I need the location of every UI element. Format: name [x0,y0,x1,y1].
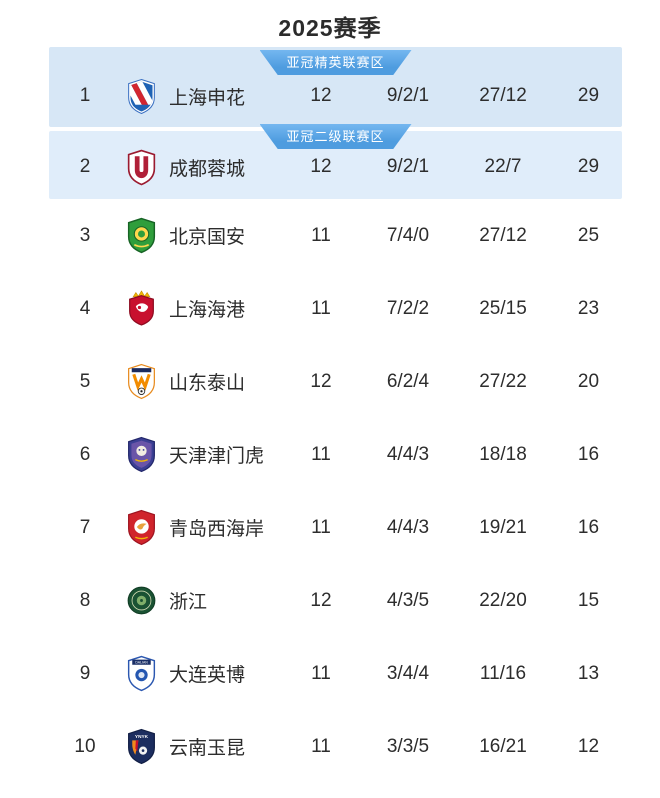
points-cell: 25 [577,224,600,246]
rank-cell: 10 [74,735,96,757]
crest-shanghai-shenhua-icon [121,78,161,115]
crest-qingdao-westcoast-icon [121,509,161,546]
record-cell: 7/4/0 [386,224,430,246]
rank-cell: 1 [79,85,91,106]
record-cell: 7/2/2 [386,297,430,319]
played-cell: 11 [311,224,331,246]
goals-cell: 16/21 [479,735,527,757]
page-title: 2025赛季 [278,15,382,41]
crest-zhejiang-icon [121,582,161,619]
zone-badge-acl-elite: 亚冠精英联赛区 [259,50,412,75]
goals-cell: 25/15 [479,297,527,319]
record-cell: 4/4/3 [386,516,430,538]
rank-cell: 2 [79,156,91,177]
record-cell: 6/2/4 [386,370,430,392]
goals-cell: 11/16 [479,662,527,684]
team-name: 成都蓉城 [169,158,246,180]
team-name: 山东泰山 [169,373,246,394]
team-name: 天津津门虎 [169,446,265,467]
team-name: 北京国安 [169,227,246,248]
crest-shandong-taishan-icon [121,363,161,400]
points-cell: 29 [577,85,600,106]
rank-cell: 7 [79,516,91,538]
points-cell: 23 [577,297,600,319]
crest-shanghai-port-icon [121,290,161,327]
svg-text:YNYK: YNYK [134,734,148,740]
team-name: 青岛西海岸 [169,519,265,540]
table-row[interactable]: 7 青岛西海岸 11 4/4/3 19/21 16 [49,491,622,564]
goals-cell: 19/21 [479,516,527,538]
table-row[interactable]: 8 浙江 12 4/3/5 22/20 15 [49,564,622,637]
record-cell: 9/2/1 [386,156,430,177]
table-row[interactable]: 10 YNYK 云南玉昆 11 3/3/5 16/21 12 [49,710,622,783]
rank-cell: 5 [79,370,91,392]
crest-beijing-guoan-icon [121,217,161,254]
played-cell: 11 [311,443,331,465]
played-cell: 11 [311,735,331,757]
team-name: 浙江 [169,592,208,613]
standings-table: 亚冠精英联赛区 1 [49,47,622,783]
table-row[interactable]: 9 DALIAN 大连英博 11 3/4/4 11/16 13 [49,637,622,710]
points-cell: 20 [577,370,600,392]
standings-rows: 3 北京国安 11 7/4/0 27/12 25 4 [49,199,622,783]
crest-dalian-yingbo-icon: DALIAN [121,655,161,692]
record-cell: 9/2/1 [386,85,430,106]
rank-cell: 9 [79,662,91,684]
goals-cell: 27/12 [479,85,527,106]
crest-chengdu-rongcheng-icon [121,149,161,186]
team-name: 上海申花 [169,87,246,109]
points-cell: 13 [577,662,600,684]
points-cell: 29 [577,156,600,177]
points-cell: 15 [577,589,600,611]
goals-cell: 27/12 [479,224,527,246]
points-cell: 16 [577,516,600,538]
highlight-block-acl-two: 亚冠二级联赛区 2 成都蓉城 12 9/2/1 22/7 29 [49,124,622,199]
rank-cell: 6 [79,443,91,465]
table-row[interactable]: 5 山东泰山 12 6/2/4 27/22 20 [49,345,622,418]
played-cell: 11 [311,516,331,538]
record-cell: 3/4/4 [386,662,430,684]
team-name: 云南玉昆 [169,738,246,759]
played-cell: 11 [311,662,331,684]
goals-cell: 22/20 [479,589,527,611]
table-row[interactable]: 1 上海申花 12 [49,71,622,121]
table-row[interactable]: 6 天津津门虎 11 4/4/3 18/18 16 [49,418,622,491]
played-cell: 12 [310,589,332,611]
highlight-block-acl-elite: 亚冠精英联赛区 1 [49,47,622,127]
record-cell: 4/3/5 [386,589,430,611]
goals-cell: 27/22 [479,370,527,392]
goals-cell: 22/7 [484,156,522,177]
table-row[interactable]: 3 北京国安 11 7/4/0 27/12 25 [49,199,622,272]
table-row[interactable]: 2 成都蓉城 12 9/2/1 22/7 29 [49,142,622,192]
table-row[interactable]: 4 上海海港 11 7/2/2 25/15 23 [49,272,622,345]
rank-cell: 4 [79,297,91,319]
team-name: 上海海港 [169,300,246,321]
points-cell: 12 [577,735,600,757]
crest-yunnan-yukun-icon: YNYK [121,728,161,765]
rank-cell: 3 [79,224,91,246]
record-cell: 3/3/5 [386,735,430,757]
played-cell: 12 [310,370,332,392]
crest-tianjin-jinmenhu-icon [121,436,161,473]
zone-badge-acl-two: 亚冠二级联赛区 [259,124,412,149]
played-cell: 11 [311,297,331,319]
played-cell: 12 [310,156,332,177]
points-cell: 16 [577,443,600,465]
played-cell: 12 [310,85,332,106]
record-cell: 4/4/3 [386,443,430,465]
goals-cell: 18/18 [479,443,527,465]
team-name: 大连英博 [169,665,246,686]
svg-text:DALIAN: DALIAN [135,661,148,665]
rank-cell: 8 [79,589,91,611]
